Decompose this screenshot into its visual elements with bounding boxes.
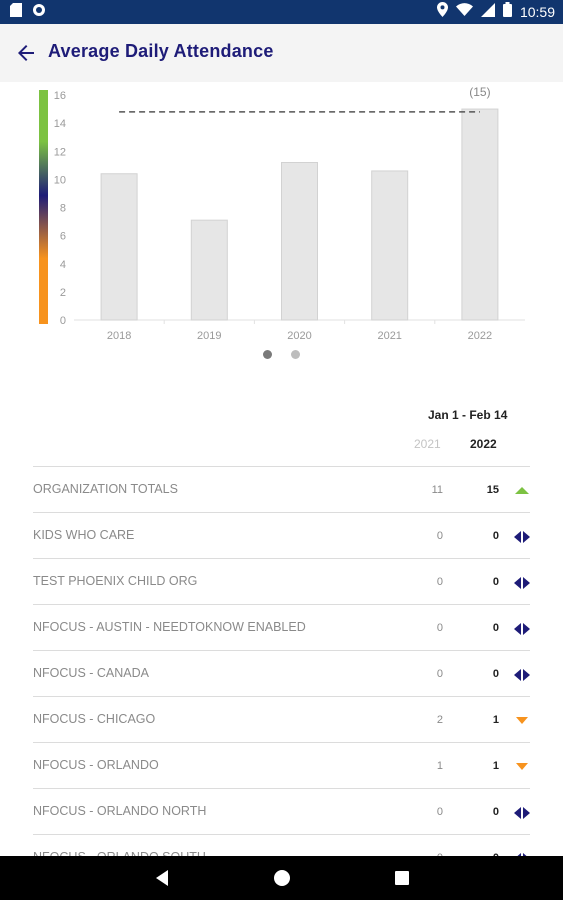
- table-row[interactable]: KIDS WHO CARE 0 0: [33, 512, 530, 558]
- row-prev-value: 1: [436, 760, 443, 772]
- nav-home-button[interactable]: [272, 868, 292, 888]
- location-icon: [436, 2, 448, 22]
- row-cur-value: 0: [492, 576, 499, 588]
- row-prev-value: 0: [436, 622, 443, 634]
- wifi-icon: [455, 3, 473, 21]
- table-row[interactable]: NFOCUS - AUSTIN - NEEDTOKNOW ENABLED 0 0: [33, 604, 530, 650]
- y-tick-label: 6: [60, 231, 66, 243]
- table-row[interactable]: ORGANIZATION TOTALS 11 15: [33, 466, 530, 512]
- chart-bar[interactable]: [281, 162, 318, 321]
- column-header-prev-year: 2021: [414, 437, 441, 451]
- chart-svg: 0 2 4 6 8 10 12 14 16 2018 2019 2020 2021 2022 (15): [39, 85, 525, 342]
- nav-recents-button[interactable]: [392, 868, 412, 888]
- chart-bar[interactable]: [100, 173, 138, 321]
- sd-card-icon: [10, 2, 22, 22]
- row-name: KIDS WHO CARE: [33, 528, 135, 542]
- row-cur-value: 0: [492, 668, 499, 680]
- trend-flat-icon: [514, 576, 530, 589]
- row-prev-value: 0: [436, 530, 443, 542]
- chart-bar[interactable]: [190, 219, 228, 321]
- row-prev-value: 2: [436, 714, 443, 726]
- y-tick-label: 12: [54, 146, 66, 158]
- system-nav-bar: [0, 856, 563, 900]
- date-range-label: Jan 1 - Feb 14: [428, 408, 508, 422]
- arrow-left-icon: [18, 45, 34, 61]
- x-tick-label: 2020: [287, 330, 311, 342]
- row-name: NFOCUS - CANADA: [33, 666, 149, 680]
- row-name: ORGANIZATION TOTALS: [33, 482, 178, 496]
- table-row[interactable]: TEST PHOENIX CHILD ORG 0 0: [33, 558, 530, 604]
- row-cur-value: 0: [492, 622, 499, 634]
- chart-pager: [0, 350, 563, 362]
- table-row[interactable]: NFOCUS - ORLANDO 1 1: [33, 742, 530, 788]
- trend-flat-icon: [514, 806, 530, 819]
- chart-color-scale: [39, 90, 48, 324]
- y-tick-label: 10: [54, 174, 66, 186]
- table-row[interactable]: NFOCUS - ORLANDO NORTH 0 0: [33, 788, 530, 834]
- x-tick-label: 2022: [468, 330, 492, 342]
- row-name: NFOCUS - ORLANDO: [33, 758, 159, 772]
- recents-square-icon: [395, 871, 409, 885]
- chart-bar[interactable]: [371, 170, 409, 321]
- trend-up-icon: [514, 484, 530, 496]
- column-header-cur-year: 2022: [470, 437, 497, 451]
- back-triangle-icon: [156, 870, 168, 886]
- row-prev-value: 0: [436, 668, 443, 680]
- row-cur-value: 0: [492, 530, 499, 542]
- row-name: TEST PHOENIX CHILD ORG: [33, 574, 198, 588]
- row-prev-value: 0: [436, 576, 443, 588]
- y-tick-label: 8: [60, 203, 66, 215]
- y-tick-label: 0: [60, 315, 66, 327]
- row-name: NFOCUS - AUSTIN - NEEDTOKNOW ENABLED: [33, 620, 306, 634]
- x-tick-label: 2021: [377, 330, 401, 342]
- pager-dot-1[interactable]: [263, 350, 272, 359]
- trend-flat-icon: [514, 530, 530, 543]
- row-name: NFOCUS - ORLANDO NORTH: [33, 804, 207, 818]
- row-cur-value: 1: [492, 714, 499, 726]
- attendance-chart: 0 2 4 6 8 10 12 14 16 2018 2019 2020 2021 2022 (15): [0, 82, 563, 372]
- page-title: Average Daily Attendance: [48, 41, 274, 61]
- back-button[interactable]: [14, 41, 38, 65]
- attendance-table: ORGANIZATION TOTALS 11 15 KIDS WHO CARE 0 0 TE…: [33, 466, 530, 880]
- pager-dot-2[interactable]: [291, 350, 300, 359]
- trend-flat-icon: [514, 668, 530, 681]
- nav-back-button[interactable]: [153, 868, 173, 888]
- row-cur-value: 0: [492, 806, 499, 818]
- y-tick-label: 4: [60, 259, 66, 271]
- y-tick-label: 2: [60, 287, 66, 299]
- x-tick-label: 2019: [197, 330, 221, 342]
- x-tick-label: 2018: [107, 330, 131, 342]
- row-cur-value: 15: [486, 484, 499, 496]
- signal-icon: [480, 2, 495, 22]
- y-tick-label: 14: [54, 118, 66, 130]
- table-row[interactable]: NFOCUS - CHICAGO 2 1: [33, 696, 530, 742]
- chart-bar[interactable]: [461, 108, 499, 321]
- home-circle-icon: [274, 870, 290, 886]
- table-row[interactable]: NFOCUS - CANADA 0 0: [33, 650, 530, 696]
- trend-down-icon: [514, 714, 530, 726]
- circle-app-icon: [32, 3, 46, 22]
- trend-flat-icon: [514, 622, 530, 635]
- row-cur-value: 1: [492, 760, 499, 772]
- trend-down-icon: [514, 760, 530, 772]
- battery-icon: [502, 2, 512, 22]
- status-bar: 10:59: [0, 0, 563, 24]
- app-bar: Average Daily Attendance: [0, 24, 563, 82]
- row-prev-value: 11: [431, 484, 443, 496]
- row-name: NFOCUS - CHICAGO: [33, 712, 156, 726]
- status-time: 10:59: [519, 4, 555, 20]
- top-value-annotation: (15): [469, 85, 490, 99]
- y-tick-label: 16: [54, 90, 66, 102]
- row-prev-value: 0: [436, 806, 443, 818]
